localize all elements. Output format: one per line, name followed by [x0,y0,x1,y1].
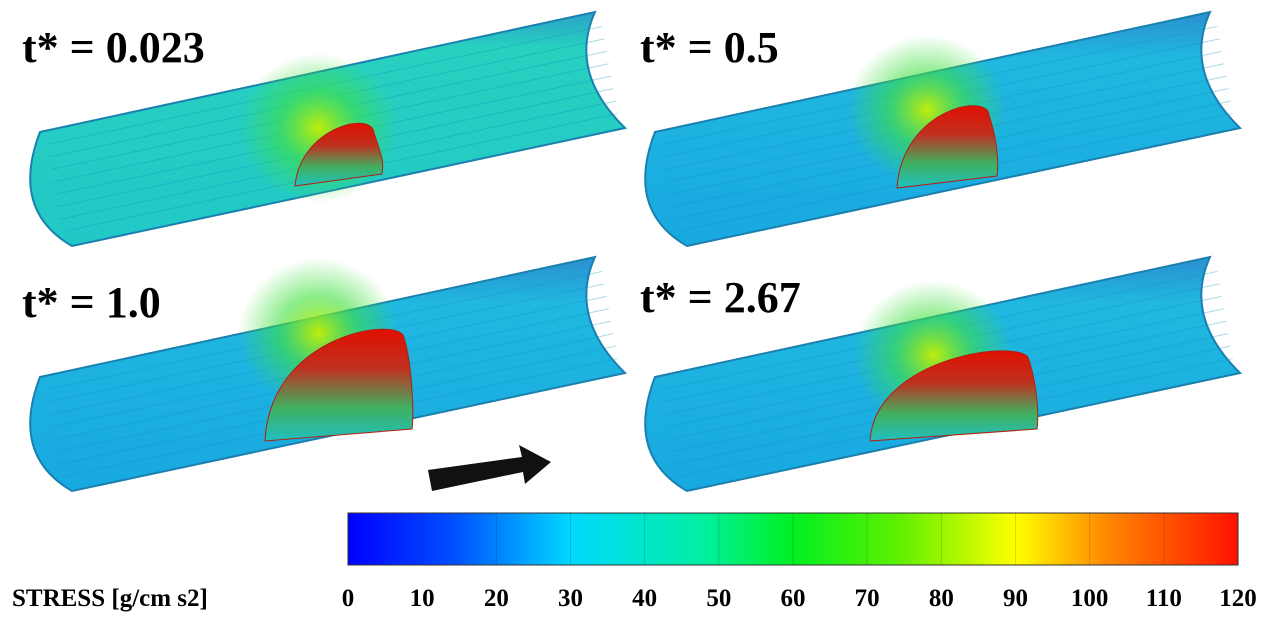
colorbar-tick-label: 40 [632,585,657,612]
time-label: t* = 2.67 [640,273,801,322]
colorbar-tick-label: 60 [781,585,806,612]
colorbar-tick-label: 30 [558,585,583,612]
colorbar-tick-label: 0 [342,585,355,612]
colorbar-tick-label: 70 [855,585,880,612]
flow-arrow [428,445,551,491]
colorbar-tick-label: 100 [1071,585,1109,612]
colorbar-tick-label: 20 [484,585,509,612]
colorbar-label: STRESS [g/cm s2] [12,585,208,612]
time-label: t* = 1.0 [22,278,161,327]
colorbar-tick-label: 80 [929,585,954,612]
figure: t* = 0.023 t* = 0.5 t* = 1.0 t* = 2.67 0 10 20… [0,0,1275,618]
colorbar-tick-label: 50 [706,585,731,612]
colorbar-tick-label: 110 [1146,585,1182,612]
colorbar-tick-label: 90 [1003,585,1028,612]
time-label: t* = 0.023 [22,23,205,72]
colorbar-tick-label: 120 [1219,585,1257,612]
colorbar-tick-label: 10 [410,585,435,612]
time-label: t* = 0.5 [640,23,779,72]
